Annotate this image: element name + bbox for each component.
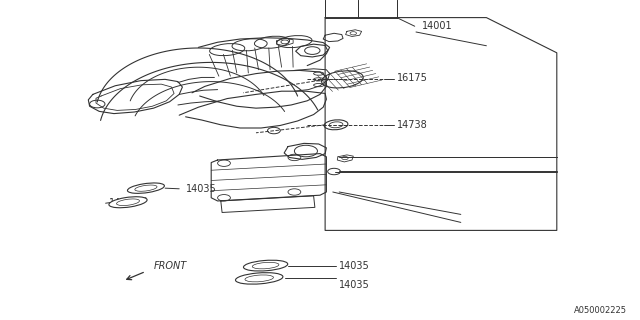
Text: 14035: 14035 [339,260,370,271]
Text: 14035: 14035 [186,184,216,194]
Text: FRONT: FRONT [154,260,187,271]
Text: 14035: 14035 [109,198,140,208]
Text: 14035: 14035 [339,280,370,290]
Ellipse shape [243,260,288,271]
Text: A050002225: A050002225 [574,306,627,315]
Ellipse shape [127,183,164,193]
Text: 16175: 16175 [397,73,428,84]
Ellipse shape [109,197,147,208]
Text: 14001: 14001 [422,21,453,31]
Ellipse shape [236,273,283,284]
Text: 14738: 14738 [397,120,428,130]
